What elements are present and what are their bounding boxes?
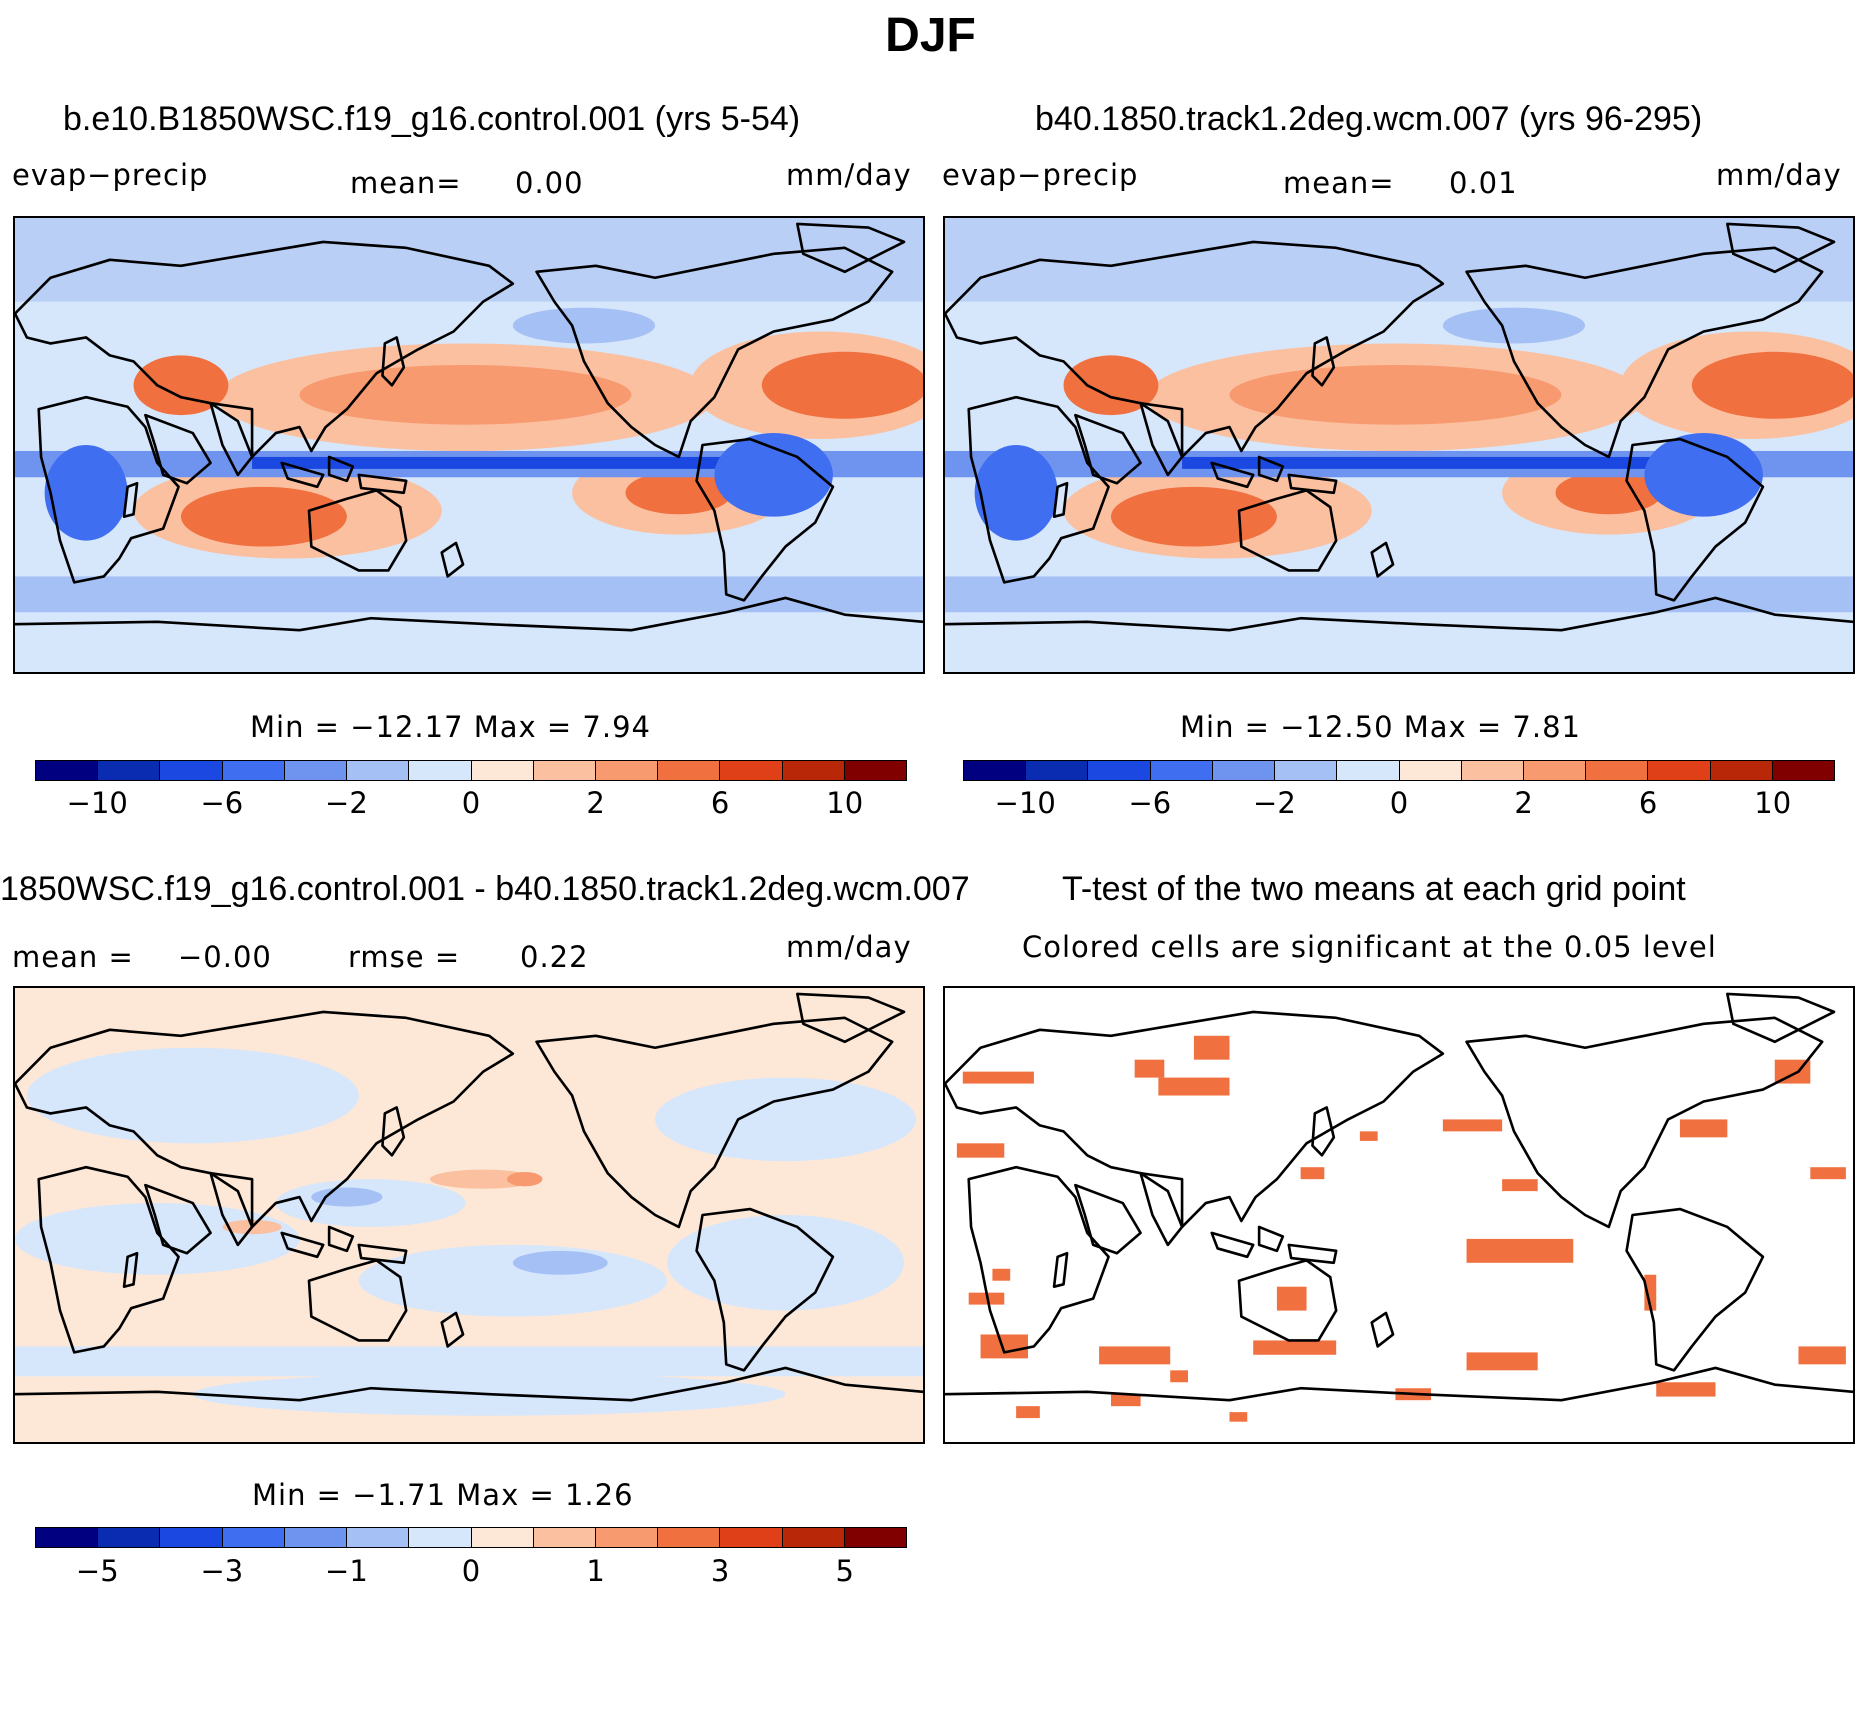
colorbar-2-tick-label: −10 xyxy=(994,786,1056,820)
panel3-mean-label: mean = xyxy=(12,940,134,974)
colorbar-1-tick-label: −2 xyxy=(325,786,368,820)
colorbar-2-tick-label: −2 xyxy=(1253,786,1296,820)
colorbar-2-swatch xyxy=(1772,761,1835,780)
panel1-variable: evap−precip xyxy=(12,158,209,192)
colorbar-1-swatch xyxy=(98,761,161,780)
colorbar-3-tick-label: −1 xyxy=(325,1554,368,1588)
colorbar-1-swatch xyxy=(160,761,223,780)
panel1-title: b.e10.B1850WSC.f19_g16.control.001 (yrs … xyxy=(63,100,801,138)
colorbar-2-swatch xyxy=(1523,761,1587,780)
panel3-units: mm/day xyxy=(786,930,912,964)
colorbar-2-tick-label: 2 xyxy=(1514,786,1533,820)
colorbar-3-swatch xyxy=(533,1528,596,1547)
colorbar-1-swatch xyxy=(409,761,472,780)
colorbar-2-tick-label: −6 xyxy=(1128,786,1172,820)
colorbar-1-swatch xyxy=(595,761,659,780)
panel1-units: mm/day xyxy=(786,158,912,192)
colorbar-1-swatch xyxy=(844,761,907,780)
colorbar-3-swatch xyxy=(844,1528,907,1547)
colorbar-2-swatch xyxy=(1212,761,1276,780)
colorbar-2-tick-label: 10 xyxy=(1754,786,1792,820)
colorbar-1-swatch xyxy=(782,761,845,780)
colorbar-3-swatch xyxy=(36,1528,99,1547)
colorbar-1-tick-label: 0 xyxy=(461,786,481,820)
panel2-mean-label: mean= xyxy=(1283,166,1395,200)
panel4-subtitle: Colored cells are significant at the 0.0… xyxy=(1022,930,1717,964)
panel2-minmax: Min = −12.50 Max = 7.81 xyxy=(1180,710,1581,744)
colorbar-1-swatch xyxy=(347,761,410,780)
panel3-mean-value: −0.00 xyxy=(178,940,272,974)
colorbar-3-tick-label: 5 xyxy=(835,1554,854,1588)
colorbar-3-swatch xyxy=(347,1528,410,1547)
colorbar-2-swatch xyxy=(1337,761,1400,780)
panel3-map xyxy=(13,986,925,1444)
panel2-title: b40.1850.track1.2deg.wcm.007 (yrs 96-295… xyxy=(1035,100,1703,138)
colorbar-2-swatch xyxy=(1586,761,1649,780)
colorbar-3-swatch xyxy=(160,1528,223,1547)
colorbar-1-tick-label: −6 xyxy=(200,786,244,820)
colorbar-3-tick-label: 1 xyxy=(586,1554,605,1588)
colorbar-2-swatch xyxy=(964,761,1027,780)
panel2-map xyxy=(943,216,1855,674)
colorbar-3-swatch xyxy=(471,1528,534,1547)
colorbar-2-swatch xyxy=(1461,761,1524,780)
colorbar-2-swatch xyxy=(1648,761,1711,780)
colorbar-2-swatch xyxy=(1399,761,1462,780)
colorbar-2-swatch xyxy=(1275,761,1338,780)
panel2-variable: evap−precip xyxy=(942,158,1139,192)
colorbar-1-tick-label: −10 xyxy=(66,786,128,820)
colorbar-1-tick-label: 2 xyxy=(586,786,605,820)
colorbar-1-swatch xyxy=(658,761,721,780)
colorbar-1-swatch xyxy=(222,761,285,780)
colorbar-3-swatch xyxy=(658,1528,721,1547)
colorbar-3-swatch xyxy=(782,1528,845,1547)
colorbar-3-swatch xyxy=(720,1528,783,1547)
colorbar-2-swatch xyxy=(1026,761,1089,780)
colorbar-3-swatch xyxy=(409,1528,472,1547)
colorbar-2 xyxy=(963,760,1835,781)
colorbar-3 xyxy=(35,1527,907,1548)
figure-suptitle: DJF xyxy=(885,9,976,62)
colorbar-1-swatch xyxy=(471,761,534,780)
colorbar-1 xyxy=(35,760,907,781)
panel1-mean-value: 0.00 xyxy=(515,166,584,200)
panel1-minmax: Min = −12.17 Max = 7.94 xyxy=(250,710,651,744)
colorbar-3-tick-label: 3 xyxy=(710,1554,730,1588)
panel3-rmse-value: 0.22 xyxy=(520,940,589,974)
colorbar-3-swatch xyxy=(222,1528,285,1547)
colorbar-3-tick-label: −5 xyxy=(75,1554,119,1588)
panel1-map xyxy=(13,216,925,674)
colorbar-1-tick-label: 10 xyxy=(826,786,864,820)
colorbar-2-tick-label: 6 xyxy=(1638,786,1658,820)
colorbar-1-swatch xyxy=(533,761,596,780)
colorbar-1-tick-label: 6 xyxy=(710,786,730,820)
panel2-units: mm/day xyxy=(1716,158,1842,192)
colorbar-1-swatch xyxy=(284,761,348,780)
colorbar-3-tick-label: −3 xyxy=(200,1554,244,1588)
panel3-minmax: Min = −1.71 Max = 1.26 xyxy=(252,1478,634,1512)
panel3-title: 1850WSC.f19_g16.control.001 - b40.1850.t… xyxy=(0,870,970,908)
colorbar-1-swatch xyxy=(36,761,99,780)
colorbar-2-swatch xyxy=(1710,761,1773,780)
colorbar-3-swatch xyxy=(98,1528,161,1547)
colorbar-3-swatch xyxy=(284,1528,348,1547)
panel3-rmse-label: rmse = xyxy=(348,940,461,974)
colorbar-3-swatch xyxy=(595,1528,659,1547)
colorbar-1-swatch xyxy=(720,761,783,780)
panel4-title: T-test of the two means at each grid poi… xyxy=(1062,870,1686,908)
colorbar-2-swatch xyxy=(1150,761,1213,780)
colorbar-3-tick-label: 0 xyxy=(461,1554,481,1588)
panel1-mean-label: mean= xyxy=(350,166,462,200)
colorbar-2-tick-label: 0 xyxy=(1389,786,1409,820)
panel4-map xyxy=(943,986,1855,1444)
panel2-mean-value: 0.01 xyxy=(1449,166,1518,200)
colorbar-2-swatch xyxy=(1088,761,1151,780)
